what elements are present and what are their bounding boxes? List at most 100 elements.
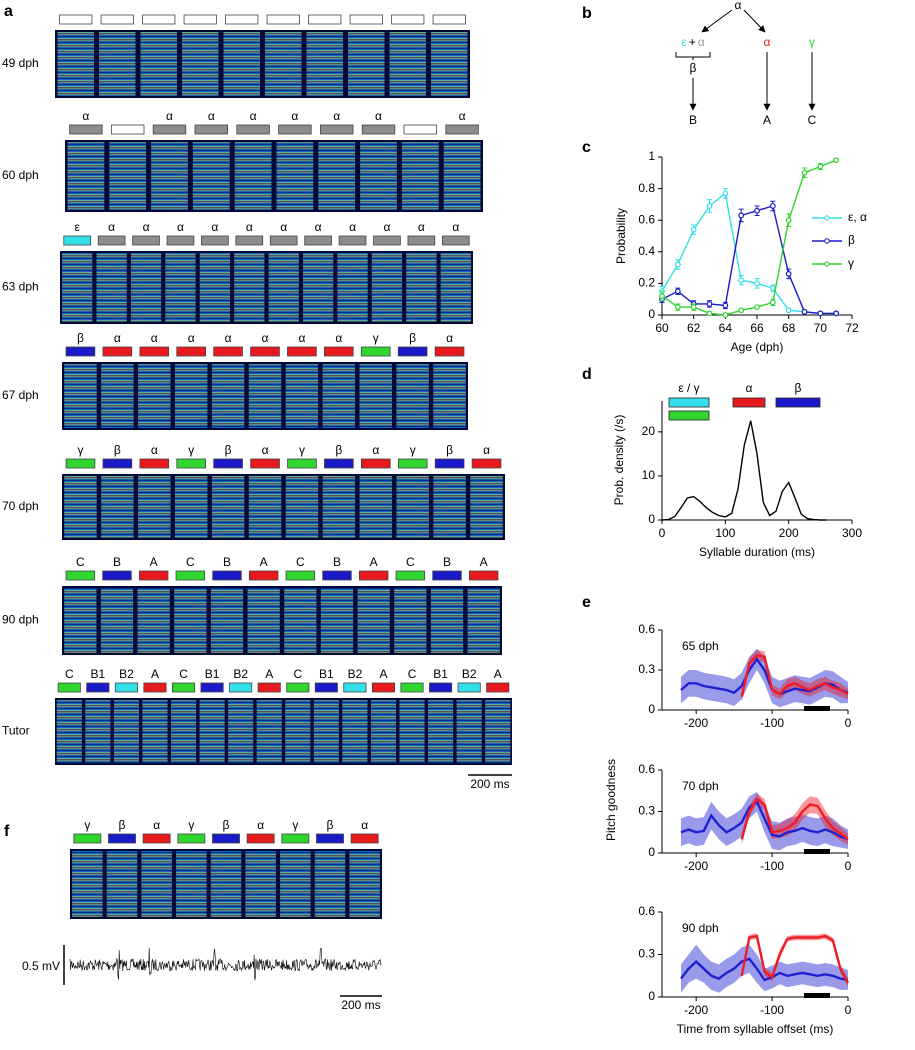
- syllable-label: α: [82, 109, 89, 123]
- syllable-label: α: [452, 220, 459, 234]
- series-line: [740, 654, 849, 697]
- spectrogram-syllable: [101, 476, 134, 538]
- syllable-label: α: [246, 220, 253, 234]
- syllable-bar: [236, 124, 270, 135]
- legend-label: β: [848, 233, 855, 247]
- syllable-label: A: [260, 555, 268, 569]
- point: [659, 293, 665, 299]
- syllable-bar: [200, 682, 224, 693]
- syllable-label: α: [225, 331, 232, 345]
- syllable-label: α: [298, 331, 305, 345]
- syllable-label: β: [119, 818, 126, 832]
- spectrogram-syllable: [371, 253, 403, 322]
- spectrogram-syllable: [389, 32, 427, 96]
- syllable-bar: [316, 833, 344, 844]
- point: [722, 190, 729, 197]
- spectrogram-syllable: [181, 32, 219, 96]
- chart-title: 65 dph: [682, 639, 719, 653]
- syllable-bar: [235, 235, 264, 246]
- x-tick-label: -200: [684, 1003, 708, 1017]
- panel-label: c: [582, 139, 591, 156]
- error-band: [741, 650, 848, 702]
- y-tick-label: 0: [648, 702, 655, 716]
- syllable-label: α: [108, 220, 115, 234]
- node-label: γ: [809, 35, 815, 49]
- syllable-bar: [59, 14, 93, 25]
- syllable-label: α: [291, 109, 298, 123]
- y-tick-label: 0: [648, 989, 655, 1003]
- syllable-bar: [324, 458, 354, 469]
- spectrogram-syllable: [138, 476, 171, 538]
- spectrogram-syllable: [176, 851, 207, 917]
- syllable-label: α: [262, 443, 269, 457]
- x-tick-label: 66: [750, 321, 764, 335]
- syllable-label: α: [459, 109, 466, 123]
- spectrogram-syllable: [433, 476, 466, 538]
- syllable-label: α: [372, 443, 379, 457]
- spectrogram-syllable: [130, 253, 162, 322]
- y-axis-label: Probability: [614, 208, 628, 264]
- syllable-label: γ: [299, 443, 305, 457]
- syllable-label: α: [153, 818, 160, 832]
- spectrogram-syllable: [264, 32, 302, 96]
- spectrogram-syllable: [313, 700, 339, 763]
- syllable-label: γ: [188, 818, 194, 832]
- syllable-bar: [108, 833, 136, 844]
- syllable-bar: [360, 346, 391, 357]
- arrow: [743, 9, 766, 33]
- syllable-label: B: [443, 555, 451, 569]
- syllable-label: C: [76, 555, 85, 569]
- spectrogram-syllable: [285, 476, 319, 538]
- error-band: [741, 793, 848, 845]
- syllable-label: A: [480, 555, 488, 569]
- row-label: 60 dph: [2, 168, 39, 182]
- syllable-label: γ: [373, 331, 379, 345]
- row-label: 63 dph: [2, 280, 39, 294]
- syllable-bar: [403, 124, 438, 135]
- syllable-label: B1: [91, 667, 106, 681]
- y-tick-label: 10: [642, 468, 656, 482]
- syllable-bar: [194, 124, 229, 135]
- y-tick-label: 0.6: [638, 762, 655, 776]
- syllable-label: α: [151, 331, 158, 345]
- syllable-label: B2: [233, 667, 248, 681]
- spectrogram-syllable: [67, 142, 105, 210]
- point: [754, 207, 760, 214]
- point: [690, 304, 697, 311]
- syllable-label: C: [186, 555, 195, 569]
- annotation-label: ε / γ: [678, 381, 699, 395]
- spectrogram-syllable: [98, 32, 136, 96]
- row-label: Tutor: [2, 724, 30, 738]
- spectrogram-syllable: [56, 700, 82, 763]
- syllable-label: B1: [319, 667, 334, 681]
- syllable-bar: [343, 682, 367, 693]
- syllable-bar: [142, 833, 171, 844]
- syllable-bar: [471, 458, 502, 469]
- syllable-bar: [441, 235, 470, 246]
- y-axis-label: Prob. density (/s): [612, 415, 626, 506]
- syllable-bar: [371, 682, 396, 693]
- syllable-bar: [69, 124, 103, 135]
- spectrogram-syllable: [456, 700, 482, 763]
- spectrogram-syllable: [174, 476, 208, 538]
- x-axis-label: Age (dph): [731, 340, 784, 354]
- syllable-label: B1: [205, 667, 220, 681]
- x-tick-label: -100: [760, 716, 784, 730]
- syllable-label: B2: [462, 667, 477, 681]
- syllable-label: α: [349, 220, 356, 234]
- point: [738, 277, 745, 284]
- syllable-bar: [395, 570, 426, 581]
- syllable-bar: [166, 235, 195, 246]
- error-band: [681, 944, 848, 993]
- spectrogram-syllable: [151, 142, 188, 210]
- spectrogram-syllable: [106, 851, 138, 917]
- spectrogram-syllable: [430, 32, 468, 96]
- x-tick-label: 70: [814, 321, 828, 335]
- spectrogram-syllable: [349, 851, 380, 917]
- syllable-label: C: [179, 667, 188, 681]
- syllable-label: A: [150, 555, 158, 569]
- syllable-label: C: [296, 555, 305, 569]
- spectrogram-syllable: [394, 588, 427, 653]
- syllable-label: A: [370, 555, 378, 569]
